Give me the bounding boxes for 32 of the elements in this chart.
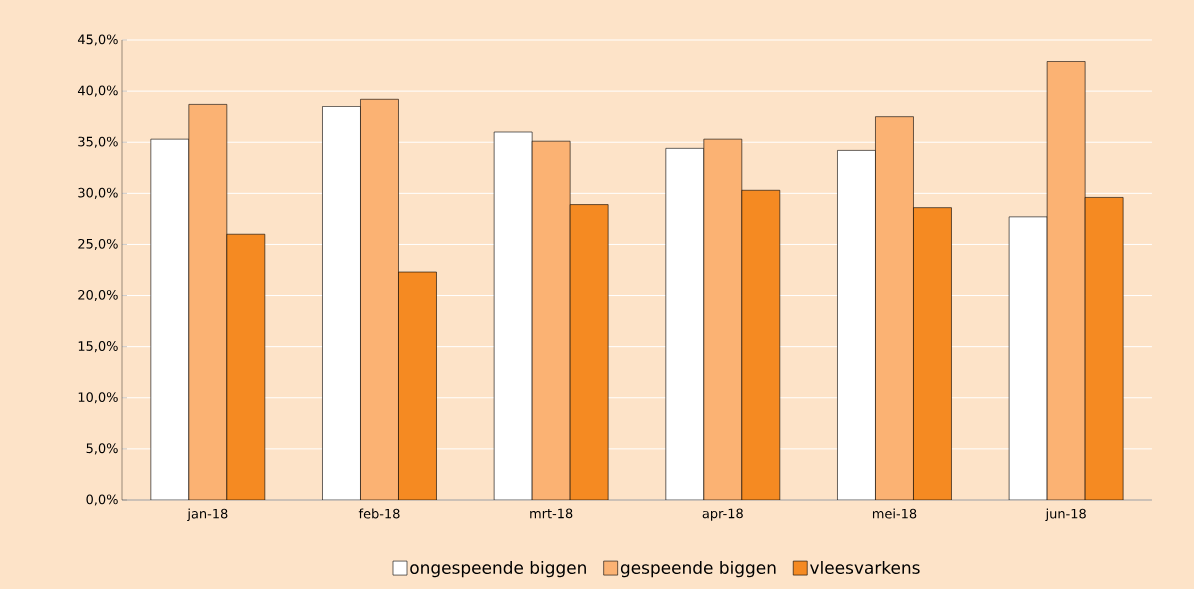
legend-label: ongespeende biggen [410, 560, 586, 578]
y-tick-label: 35,0% [78, 136, 118, 148]
y-tick-label: 20,0% [78, 290, 118, 302]
bar [913, 207, 952, 500]
bar [741, 190, 780, 500]
y-tick-label: 40,0% [77, 85, 118, 97]
bar [532, 141, 571, 500]
bar [1084, 197, 1124, 500]
x-tick-label: mrt-18 [530, 508, 573, 519]
y-tick-label: 0,0% [86, 494, 118, 506]
bar [360, 99, 399, 500]
y-tick-label: 15,0% [78, 341, 118, 353]
x-tick-label: apr-18 [702, 508, 743, 521]
y-tick-label: 5,0% [86, 443, 118, 455]
x-tick-label: jun-18 [1045, 508, 1086, 522]
x-tick-label: jan-18 [187, 508, 228, 522]
bar [703, 139, 742, 500]
legend-label: gespeende biggen [620, 560, 776, 578]
bar [570, 204, 609, 500]
y-tick-label: 10,0% [78, 392, 118, 404]
x-tick-label: feb-18 [358, 508, 400, 519]
bar [226, 234, 265, 500]
x-tick-label: mei-18 [872, 508, 917, 519]
bar [188, 104, 227, 500]
bar [1008, 216, 1048, 500]
y-tick-label: 25,0% [78, 238, 118, 250]
bar [398, 272, 437, 500]
y-tick-label: 45,0% [77, 34, 118, 46]
y-tick-label: 30,0% [78, 187, 118, 199]
legend-label: vleesvarkens [810, 560, 920, 574]
bar [1046, 61, 1086, 500]
bar [875, 116, 914, 500]
